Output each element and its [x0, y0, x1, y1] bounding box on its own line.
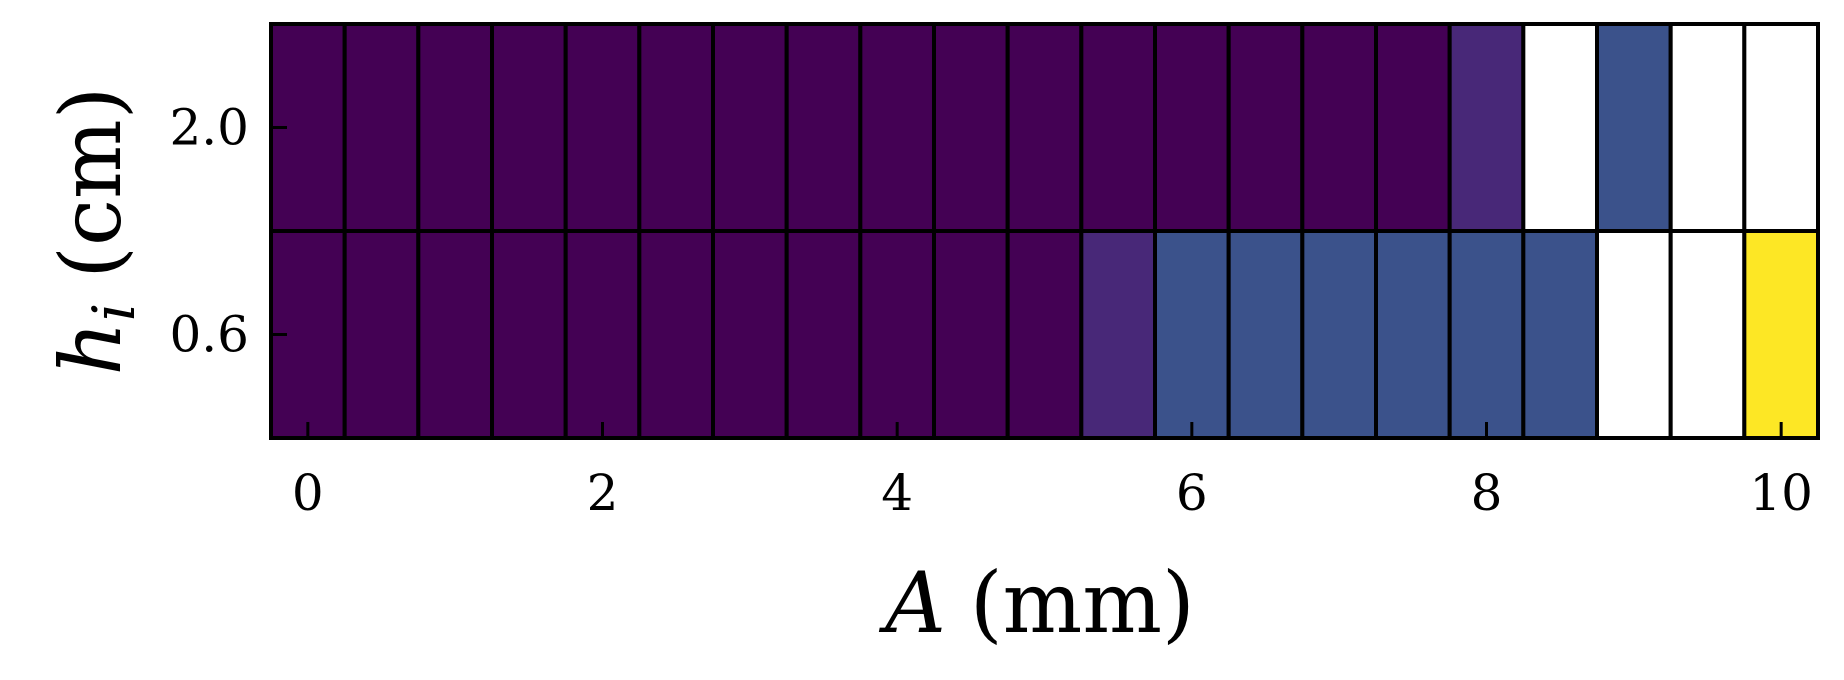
heatmap-cell [711, 22, 789, 233]
heatmap-cell [1226, 22, 1305, 233]
y-tick-label: 2.0 [169, 99, 249, 157]
y-axis-unit: (cm) [42, 87, 140, 279]
heatmap-cell [932, 229, 1010, 440]
heatmap-cell [490, 22, 568, 233]
x-tick-label: 0 [292, 464, 324, 522]
heatmap-cell [637, 22, 715, 233]
x-tick-label: 6 [1176, 464, 1208, 522]
x-tick-label: 8 [1471, 464, 1503, 522]
heatmap-cell [342, 22, 421, 233]
heatmap-cell [932, 22, 1010, 233]
heatmap-cell [1374, 229, 1452, 440]
heatmap-cells [269, 22, 1821, 440]
x-axis-label: A (mm) [878, 554, 1195, 652]
heatmap-cell [1153, 22, 1231, 233]
y-axis-symbol: h [42, 321, 140, 375]
heatmap-cell [490, 229, 568, 440]
heatmap-cell [1226, 229, 1305, 440]
heatmap-cell [563, 22, 642, 233]
heatmap-cell [416, 22, 495, 233]
x-tick-label: 10 [1749, 464, 1813, 522]
heatmap-cell [1300, 229, 1379, 440]
heatmap-cell [1521, 229, 1600, 440]
heatmap-cell [1742, 229, 1821, 440]
heatmap-cell [858, 229, 936, 440]
y-axis-label: hi (cm) [42, 87, 148, 376]
heatmap-cell [342, 229, 421, 440]
axis-ticks: 0 2 4 6 8 10 2.0 0.6 [169, 99, 1813, 523]
heatmap-cell [784, 22, 863, 233]
heatmap-cell [711, 229, 789, 440]
heatmap-cell [1153, 229, 1231, 440]
heatmap-cell [1374, 22, 1452, 233]
heatmap-cell [1447, 229, 1526, 440]
heatmap-cell [637, 229, 715, 440]
heatmap-cell [858, 22, 936, 233]
heatmap-cell [416, 229, 495, 440]
heatmap-cell [1005, 22, 1084, 233]
plot-frame [269, 22, 1820, 440]
heatmap-cell [1595, 22, 1673, 233]
y-tick-label: 0.6 [169, 306, 249, 364]
heatmap-cell [784, 229, 863, 440]
heatmap-cell [1447, 22, 1526, 233]
heatmap-cell [1005, 229, 1084, 440]
heatmap-cell [1668, 22, 1747, 233]
x-tick-label: 2 [587, 464, 619, 522]
heatmap-cell [1300, 22, 1379, 233]
heatmap-cell [1079, 22, 1158, 233]
heatmap-cell [1079, 229, 1158, 440]
x-tick-label: 4 [881, 464, 913, 522]
heatmap-cell [1521, 22, 1600, 233]
x-axis-unit: (mm) [970, 554, 1195, 652]
heatmap-cell [1595, 229, 1673, 440]
heatmap-cell [563, 229, 642, 440]
y-axis-subscript: i [80, 303, 148, 322]
heatmap-cell [1668, 229, 1747, 440]
heatmap-cell [1742, 22, 1821, 233]
x-axis-symbol: A [878, 554, 946, 652]
